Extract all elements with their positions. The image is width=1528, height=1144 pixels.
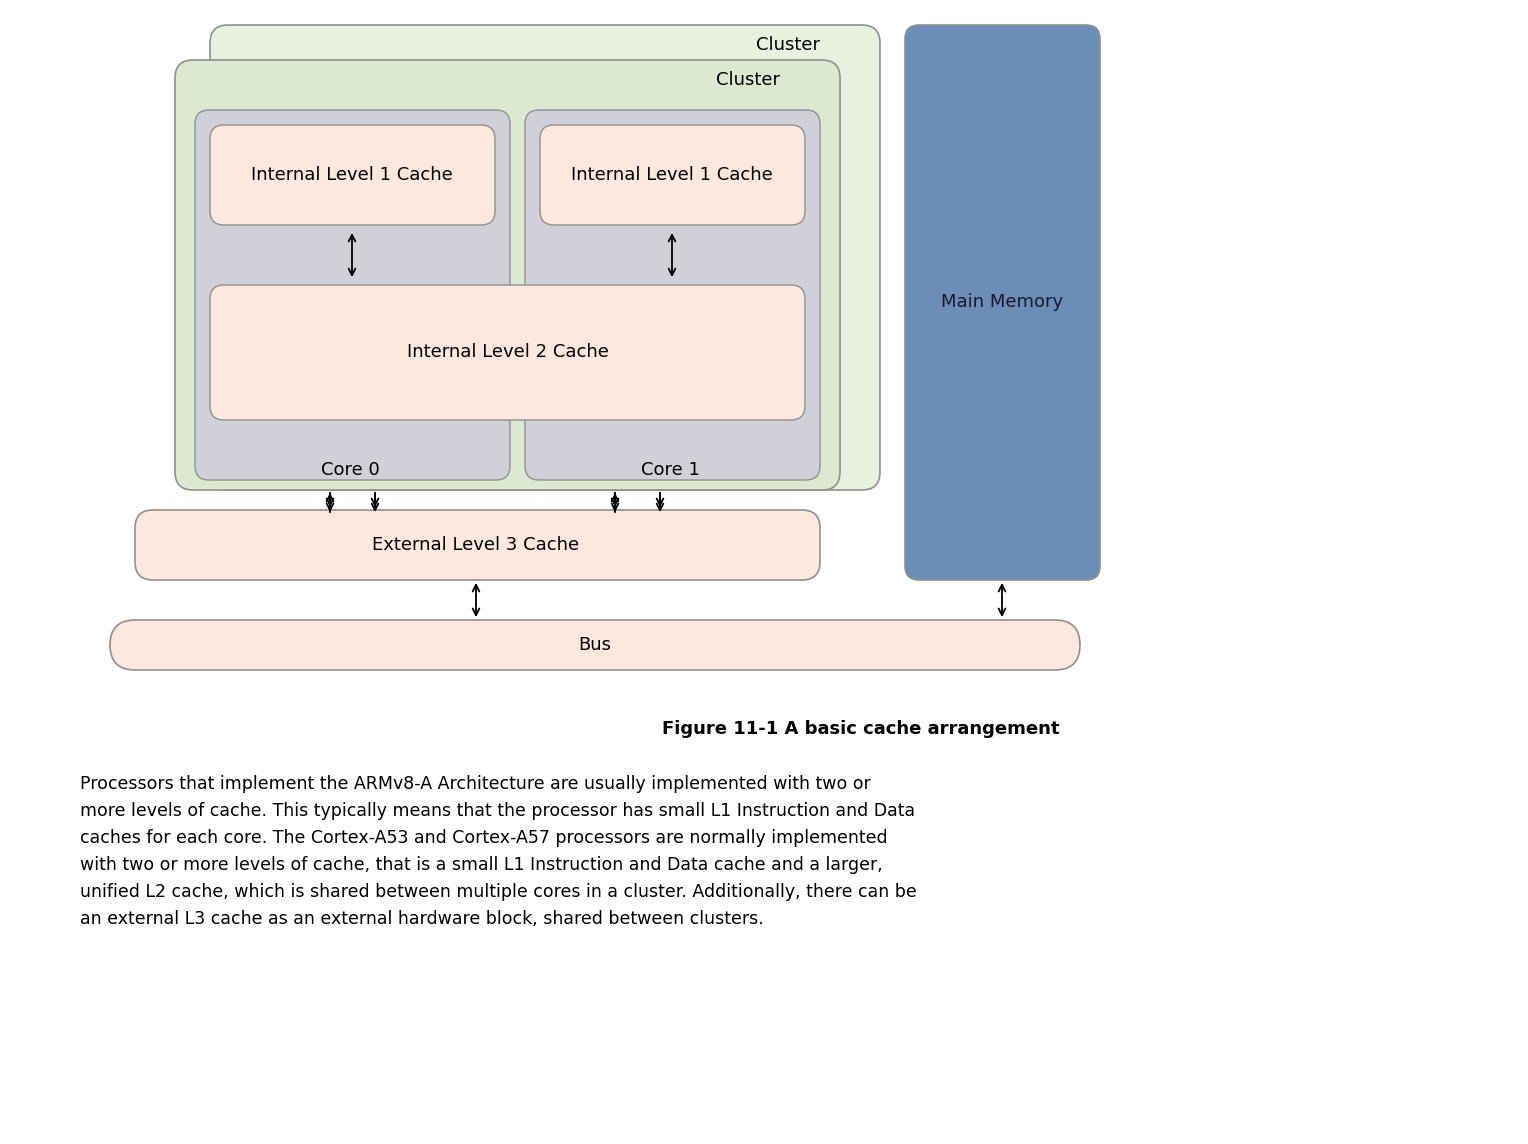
FancyBboxPatch shape bbox=[209, 25, 880, 490]
Text: Processors that implement the ARMv8-A Architecture are usually implemented with : Processors that implement the ARMv8-A Ar… bbox=[79, 774, 917, 929]
Text: Core 1: Core 1 bbox=[640, 461, 700, 479]
FancyBboxPatch shape bbox=[176, 59, 840, 490]
Text: Internal Level 2 Cache: Internal Level 2 Cache bbox=[406, 343, 610, 362]
Text: Core 0: Core 0 bbox=[321, 461, 379, 479]
Text: External Level 3 Cache: External Level 3 Cache bbox=[373, 537, 579, 554]
FancyBboxPatch shape bbox=[526, 110, 821, 480]
FancyBboxPatch shape bbox=[905, 25, 1100, 580]
FancyBboxPatch shape bbox=[539, 125, 805, 225]
Text: Internal Level 1 Cache: Internal Level 1 Cache bbox=[251, 166, 452, 184]
Text: Internal Level 1 Cache: Internal Level 1 Cache bbox=[571, 166, 773, 184]
FancyBboxPatch shape bbox=[209, 125, 495, 225]
FancyBboxPatch shape bbox=[196, 110, 510, 480]
Text: Cluster: Cluster bbox=[717, 71, 779, 89]
FancyBboxPatch shape bbox=[110, 620, 1080, 670]
Text: Figure 11-1 A basic cache arrangement: Figure 11-1 A basic cache arrangement bbox=[663, 720, 1060, 738]
Text: Cluster: Cluster bbox=[756, 35, 821, 54]
FancyBboxPatch shape bbox=[134, 510, 821, 580]
Text: Main Memory: Main Memory bbox=[941, 293, 1063, 311]
Text: Bus: Bus bbox=[579, 636, 611, 654]
FancyBboxPatch shape bbox=[209, 285, 805, 420]
